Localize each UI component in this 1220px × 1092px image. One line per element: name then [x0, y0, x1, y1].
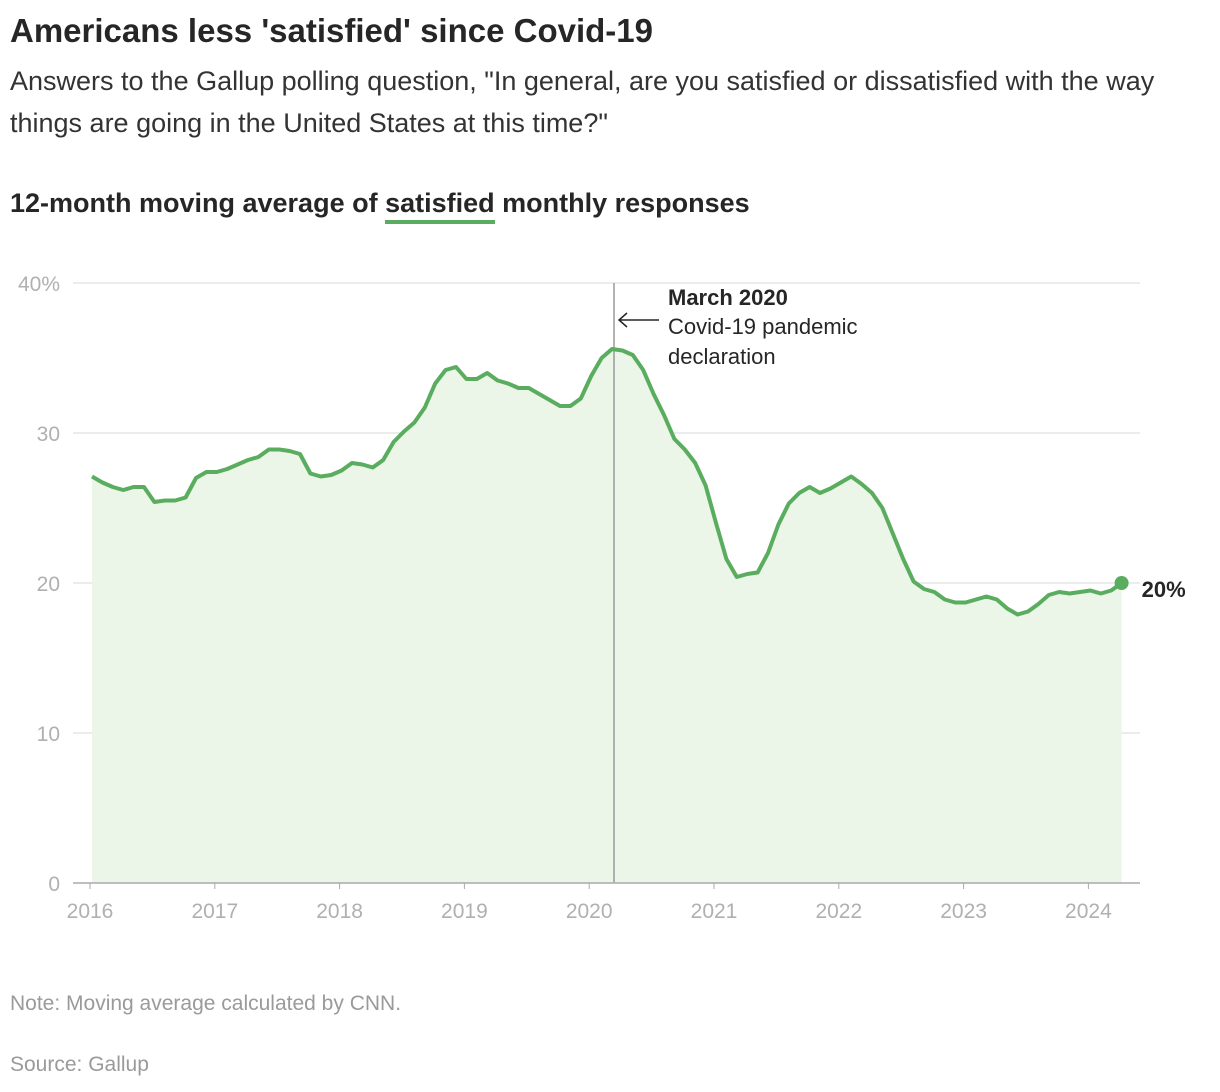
y-tick-label: 10: [37, 723, 60, 746]
annotation: March 2020 Covid-19 pandemic declaration: [617, 285, 858, 369]
heading-prefix: 12-month moving average of: [10, 188, 386, 218]
x-tick-label: 2021: [691, 900, 738, 923]
note: Note: Moving average calculated by CNN.: [10, 992, 402, 1015]
x-tick-label: 2018: [316, 900, 363, 923]
annotation-text-2: declaration: [668, 344, 776, 369]
y-tick-label: 40%: [18, 273, 60, 296]
x-tick-label: 2017: [191, 900, 238, 923]
x-tick-label: 2023: [940, 900, 987, 923]
arrow-left-icon: [617, 312, 659, 328]
chart-subtitle: Answers to the Gallup polling question, …: [10, 66, 1155, 138]
x-tick-label: 2022: [815, 900, 862, 923]
series-line: [91, 347, 1123, 617]
x-tick-label: 2019: [441, 900, 488, 923]
chart-heading: 12-month moving average of satisfied mon…: [10, 188, 750, 224]
chart-title: Americans less 'satisfied' since Covid-1…: [10, 12, 653, 49]
area-fill: [92, 349, 1122, 883]
source: Source: Gallup: [10, 1053, 149, 1076]
heading-highlight-legend: satisfied: [385, 188, 495, 224]
x-tick-label: 2024: [1065, 900, 1112, 923]
x-tick-label: 2020: [566, 900, 613, 923]
y-tick-label: 30: [37, 423, 60, 446]
y-tick-label: 20: [37, 573, 60, 596]
y-tick-label: 0: [48, 873, 60, 896]
end-label: 20%: [1142, 577, 1186, 602]
annotation-title: March 2020: [668, 285, 788, 310]
annotation-text-1: Covid-19 pandemic: [668, 314, 858, 339]
x-tick-label: 2016: [67, 900, 114, 923]
heading-suffix: monthly responses: [494, 188, 750, 218]
end-point: [1114, 576, 1129, 590]
